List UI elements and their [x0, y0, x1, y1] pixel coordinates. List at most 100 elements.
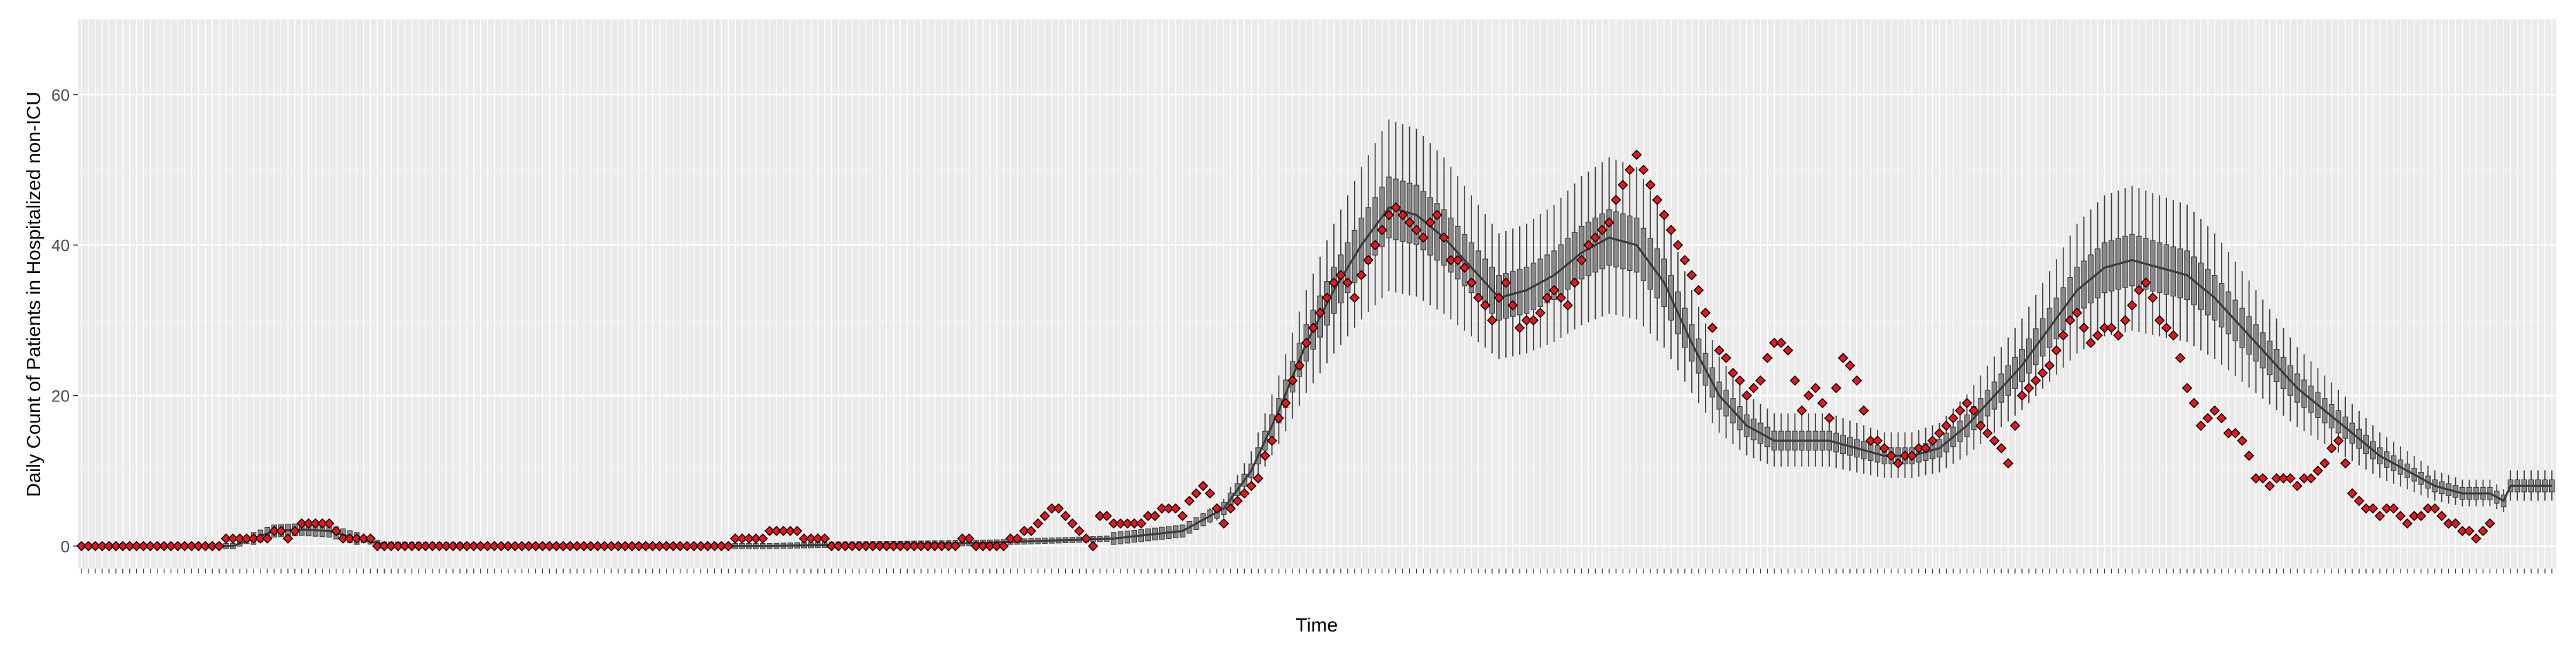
observed-point	[2216, 412, 2227, 424]
y-axis: 0 20 40 60	[51, 86, 78, 556]
observed-point	[2010, 420, 2021, 431]
observed-point	[1287, 375, 1298, 386]
observed-point	[1438, 232, 1449, 243]
observed-point	[743, 533, 754, 544]
observed-point	[1775, 337, 1786, 348]
observed-point	[1129, 518, 1140, 529]
observed-point	[399, 540, 410, 551]
y-axis-title: Daily Count of Patients in Hospitalized …	[23, 92, 44, 497]
observed-point	[2023, 383, 2034, 394]
observed-point	[220, 533, 231, 544]
observed-point	[1652, 194, 1663, 205]
observed-point	[2168, 330, 2179, 341]
observed-point	[895, 540, 906, 551]
observed-point	[1370, 240, 1381, 251]
observed-point	[1384, 209, 1395, 220]
observed-point	[812, 533, 823, 544]
observed-point	[1005, 533, 1016, 544]
observed-point	[1143, 511, 1154, 522]
observed-point	[2291, 480, 2302, 491]
observed-point	[854, 540, 865, 551]
observed-point	[1219, 518, 1230, 529]
observed-point	[1989, 435, 2000, 446]
observed-point	[1796, 405, 1807, 416]
observed-point	[2278, 473, 2289, 484]
observed-point	[1940, 420, 1952, 431]
observed-point	[599, 540, 610, 551]
observed-point	[269, 526, 280, 537]
grid-lines	[78, 19, 2556, 569]
observed-point	[1851, 375, 1862, 386]
observed-point	[385, 540, 397, 551]
observed-point	[1672, 240, 1683, 251]
observed-point	[1782, 345, 1793, 356]
plot-panel	[78, 19, 2556, 569]
observed-point	[2244, 450, 2255, 462]
observed-point	[2443, 518, 2454, 529]
observed-point	[551, 540, 562, 551]
observed-point	[303, 518, 314, 529]
observed-point	[1563, 300, 1574, 311]
observed-point	[971, 540, 982, 551]
observed-point	[1535, 307, 1546, 319]
observed-point	[729, 533, 741, 544]
observed-point	[2430, 503, 2441, 514]
observed-point	[1679, 255, 1690, 265]
observed-point	[2354, 495, 2365, 506]
x-axis-ticks	[81, 569, 2553, 573]
observed-point	[901, 540, 913, 551]
observed-point	[441, 540, 452, 551]
observed-point	[620, 540, 631, 551]
observed-point	[764, 526, 775, 537]
observed-point	[1617, 180, 1628, 191]
observed-point	[1556, 292, 1567, 303]
observed-point	[1996, 443, 2007, 454]
observed-point	[1163, 503, 1174, 514]
observed-point	[392, 540, 403, 551]
observed-point	[413, 540, 424, 551]
observed-point	[2347, 488, 2358, 499]
observed-point	[2003, 458, 2014, 469]
observed-point	[1047, 503, 1057, 514]
observed-point	[640, 540, 651, 551]
observed-point	[2030, 375, 2041, 386]
observed-point	[736, 533, 747, 544]
x-axis-title: Time	[1295, 614, 1337, 636]
observed-point	[1927, 435, 1938, 446]
observed-point	[571, 540, 582, 551]
observed-point	[1363, 255, 1374, 265]
observed-point	[310, 518, 321, 529]
observed-point	[2126, 300, 2137, 311]
observed-point	[1087, 540, 1098, 551]
observed-point	[2112, 330, 2124, 341]
observed-point	[124, 540, 135, 551]
observed-point	[1810, 383, 1821, 394]
observed-point	[83, 540, 94, 551]
observed-point	[1549, 285, 1560, 296]
observed-point	[2402, 518, 2413, 529]
observed-point	[2271, 473, 2282, 484]
observed-point	[826, 540, 837, 551]
observed-point	[131, 540, 142, 551]
observed-point	[2360, 503, 2372, 514]
observed-point	[1735, 375, 1746, 386]
observed-point	[2051, 345, 2062, 356]
observed-point	[1803, 390, 1814, 401]
observed-point	[957, 533, 968, 544]
observed-point	[1397, 209, 1409, 220]
observed-point	[517, 540, 527, 551]
observed-point	[351, 533, 362, 544]
observed-point	[1060, 511, 1071, 522]
observed-point	[2312, 465, 2323, 476]
observed-point	[262, 533, 273, 544]
observed-point	[2463, 526, 2474, 537]
observed-point	[255, 533, 266, 544]
observed-point	[276, 526, 287, 537]
observed-point	[1459, 262, 1470, 273]
observed-point	[2072, 307, 2083, 319]
observed-point	[358, 533, 369, 544]
observed-point	[117, 540, 128, 551]
observed-point	[1872, 435, 1883, 446]
